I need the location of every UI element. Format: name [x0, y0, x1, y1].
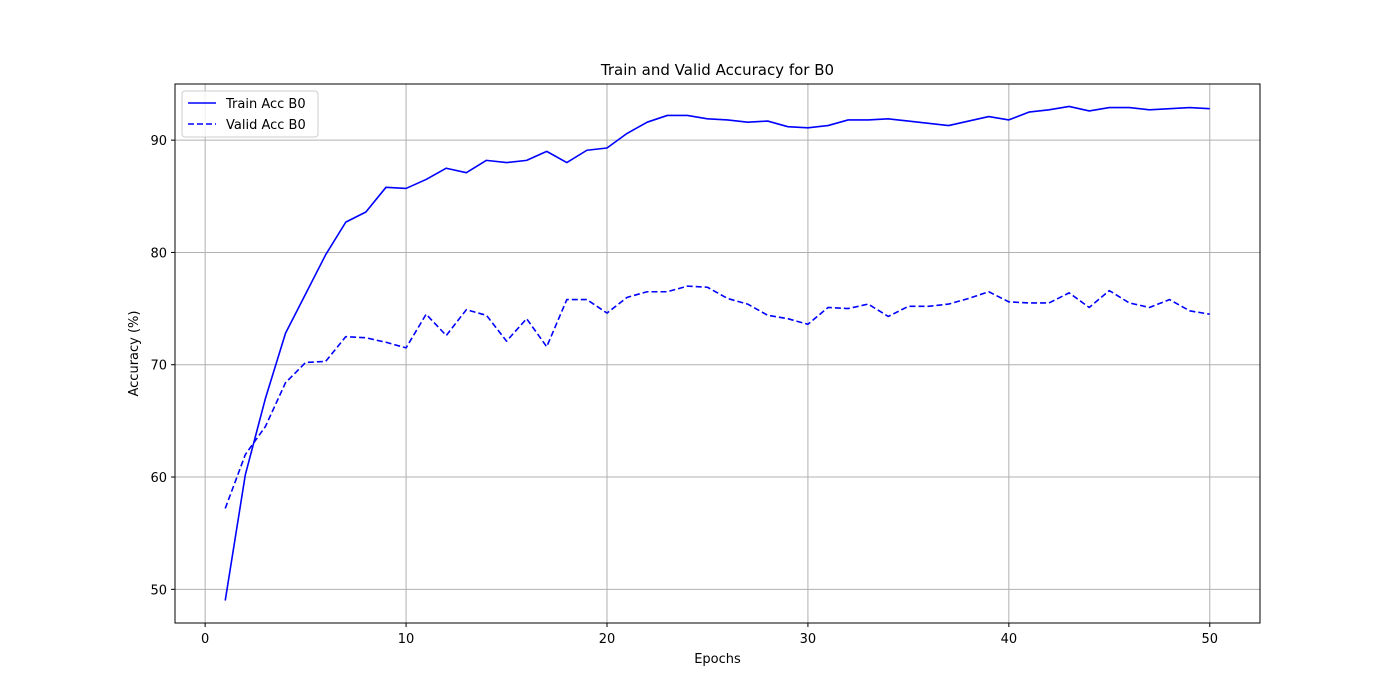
series-line-train [224, 105, 1210, 601]
x-tick-label: 0 [201, 632, 209, 647]
x-tick-label: 10 [398, 632, 415, 647]
series-line-valid [224, 285, 1210, 509]
y-tick-label: 80 [150, 246, 167, 261]
x-tick-label: 20 [599, 632, 616, 647]
x-axis-title: Epochs [694, 652, 741, 667]
chart-title: Train and Valid Accuracy for B0 [600, 61, 834, 79]
ticks: 0 10 20 30 40 50 50 60 70 80 90 [150, 134, 1218, 647]
y-tick-label: 90 [150, 134, 167, 149]
legend-label: Train Acc B0 [225, 97, 306, 112]
y-axis-title: Accuracy (%) [127, 311, 142, 397]
y-tick-label: 70 [150, 359, 167, 374]
x-tick-label: 30 [800, 632, 817, 647]
plot-frame [174, 83, 1261, 624]
y-tick-label: 50 [150, 583, 167, 598]
legend-label: Valid Acc B0 [226, 118, 306, 133]
x-tick-label: 40 [1001, 632, 1018, 647]
x-tick-label: 50 [1201, 632, 1218, 647]
y-tick-label: 60 [150, 471, 167, 486]
legend: Train Acc B0 Valid Acc B0 [181, 90, 319, 138]
grid [175, 84, 1260, 623]
series-lines [224, 105, 1210, 601]
